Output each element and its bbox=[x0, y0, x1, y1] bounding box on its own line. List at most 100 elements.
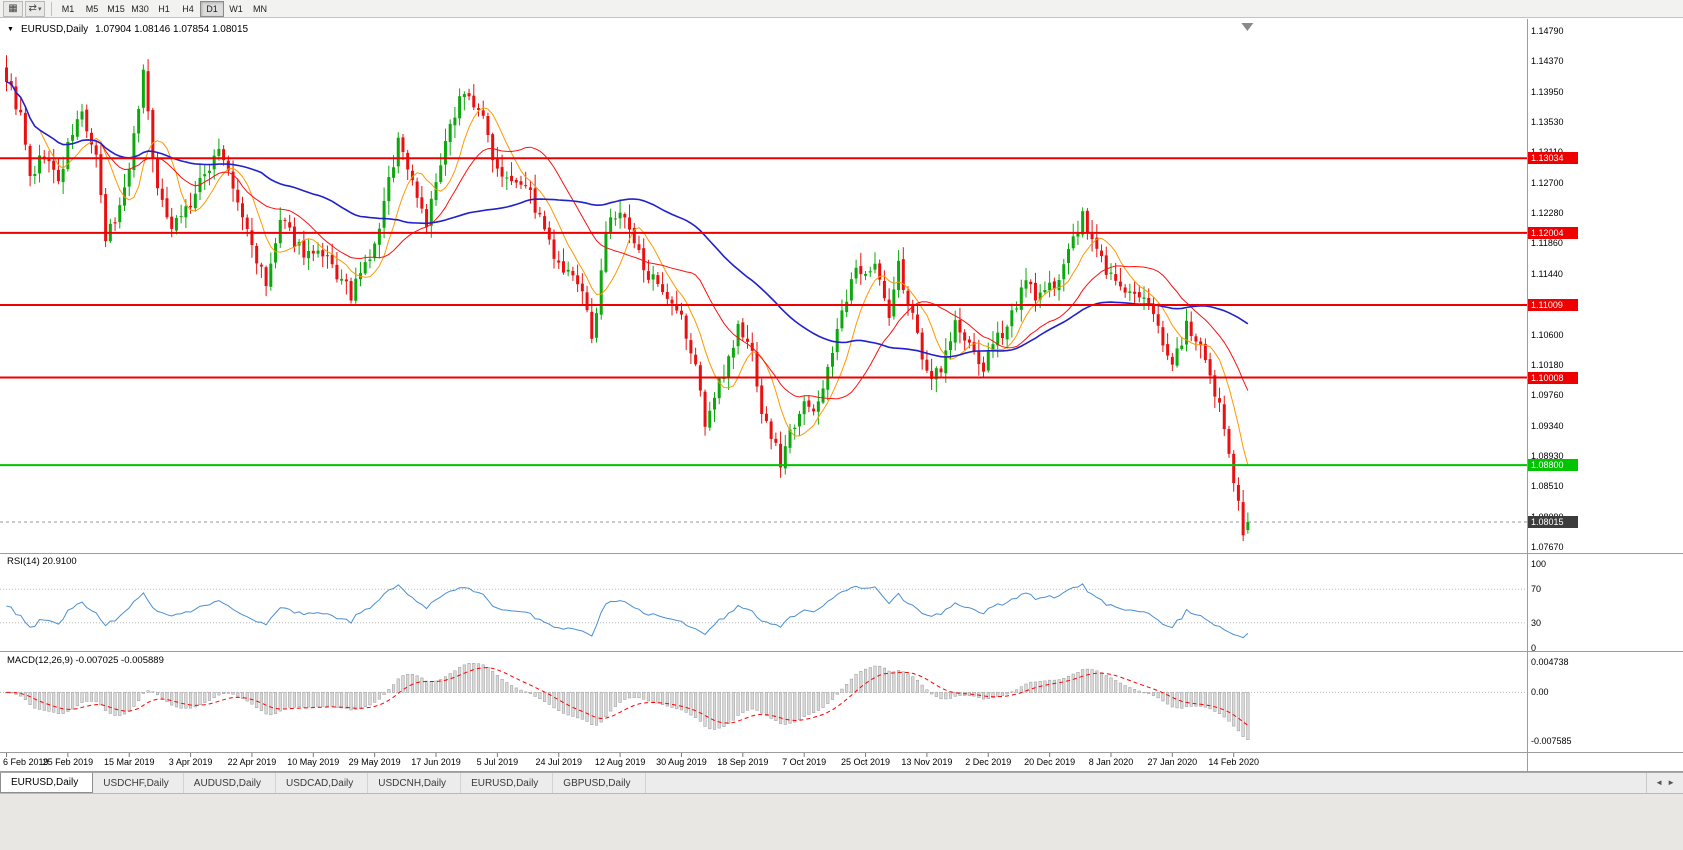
timeframe-button-m1[interactable]: M1 bbox=[61, 3, 75, 14]
timeframe-button-mn[interactable]: MN bbox=[253, 3, 267, 14]
candle-body bbox=[887, 299, 891, 318]
price-axis-label: 1.14790 bbox=[1531, 26, 1564, 36]
chart-tab-6[interactable]: EURUSD,Daily bbox=[461, 773, 554, 793]
timeframe-button-m5[interactable]: M5 bbox=[85, 3, 99, 14]
macd-histogram-bar bbox=[420, 677, 424, 693]
candle-body bbox=[623, 214, 627, 218]
macd-histogram-bar bbox=[774, 692, 778, 721]
candle-body bbox=[769, 421, 773, 439]
macd-histogram-bar bbox=[1066, 676, 1071, 693]
timeframe-button-w1[interactable]: W1 bbox=[229, 3, 243, 14]
macd-histogram-bar bbox=[741, 692, 745, 713]
candle-body bbox=[557, 260, 561, 263]
date-axis-label: 10 May 2019 bbox=[287, 757, 340, 767]
macd-histogram-bar bbox=[802, 692, 806, 717]
candle-body bbox=[911, 305, 915, 313]
candle-body bbox=[1170, 356, 1174, 365]
price-level-tag[interactable]: 1.13034 bbox=[1528, 152, 1578, 165]
macd-histogram-bar bbox=[661, 692, 665, 705]
candle-body bbox=[713, 397, 716, 410]
timeframe-button-h4[interactable]: H4 bbox=[182, 3, 194, 14]
timeframe-button-d1[interactable]: D1 bbox=[200, 0, 224, 17]
macd-histogram-bar bbox=[1194, 692, 1198, 707]
macd-histogram-bar bbox=[623, 692, 627, 700]
candle-body bbox=[481, 110, 485, 116]
macd-histogram-bar bbox=[618, 692, 622, 703]
price-level-tag[interactable]: 1.11009 bbox=[1528, 299, 1578, 312]
chart-tab-7[interactable]: GBPUSD,Daily bbox=[553, 773, 646, 793]
price-level-tag[interactable]: 1.08800 bbox=[1528, 459, 1578, 472]
candle-body bbox=[1015, 308, 1019, 310]
candle-body bbox=[514, 179, 518, 183]
candle-body bbox=[189, 205, 193, 208]
candle-body bbox=[1175, 348, 1179, 366]
macd-histogram-bar bbox=[807, 692, 811, 715]
timeframe-button-m30[interactable]: M30 bbox=[131, 3, 149, 14]
chart-tab-1[interactable]: EURUSD,Daily bbox=[0, 773, 94, 793]
date-axis-label: 3 Apr 2019 bbox=[168, 757, 213, 767]
macd-histogram-bar bbox=[958, 692, 962, 696]
candle-body bbox=[245, 217, 249, 230]
candle-body bbox=[99, 154, 103, 196]
macd-histogram-bar bbox=[1246, 692, 1250, 740]
rsi-line bbox=[6, 583, 1249, 639]
candle-body bbox=[420, 197, 424, 209]
macd-histogram-bar bbox=[1099, 672, 1104, 693]
macd-histogram-bar bbox=[387, 689, 391, 693]
chart-tab-5[interactable]: USDCNH,Daily bbox=[368, 773, 462, 793]
date-axis-label: 15 Mar 2019 bbox=[103, 757, 155, 767]
macd-histogram-bar bbox=[28, 692, 32, 705]
macd-histogram-bar bbox=[1241, 692, 1245, 737]
macd-histogram-bar bbox=[863, 668, 868, 693]
chevron-down-icon[interactable]: ▼ bbox=[7, 26, 14, 33]
candle-body bbox=[684, 315, 688, 339]
candle-body bbox=[1227, 429, 1231, 454]
macd-histogram-bar bbox=[632, 692, 636, 698]
chart-tab-3[interactable]: AUDUSD,Daily bbox=[184, 773, 277, 793]
candle-body bbox=[118, 205, 122, 223]
tab-scroll-left-button[interactable]: ◄ bbox=[1655, 778, 1664, 787]
timeframe-group: M1 M5 M15 M30 H1 H4 D1 W1 MN bbox=[56, 0, 272, 17]
macd-histogram-bar bbox=[33, 692, 37, 709]
macd-histogram-bar bbox=[760, 692, 764, 714]
macd-histogram-bar bbox=[1208, 692, 1212, 710]
candle-body bbox=[1024, 280, 1028, 289]
timeframe-button-m15[interactable]: M15 bbox=[107, 3, 125, 14]
candle-body bbox=[632, 227, 636, 244]
candle-body bbox=[519, 181, 523, 185]
candle-body bbox=[311, 250, 315, 254]
chart-tab-2[interactable]: USDCHF,Daily bbox=[93, 773, 184, 793]
price-level-tag[interactable]: 1.10008 bbox=[1528, 371, 1578, 384]
status-bar bbox=[0, 793, 1683, 850]
macd-histogram-bar bbox=[996, 692, 1000, 697]
macd-histogram-bar bbox=[519, 689, 523, 693]
candle-body bbox=[1185, 320, 1188, 345]
candle-body bbox=[127, 168, 131, 187]
macd-signal-line bbox=[6, 667, 1249, 726]
macd-histogram-bar bbox=[217, 692, 221, 696]
layout-button[interactable]: ⇄ ▾ bbox=[25, 0, 45, 17]
macd-histogram-bar bbox=[788, 692, 792, 724]
price-axis-label: 1.08510 bbox=[1531, 481, 1564, 492]
macd-histogram-bar bbox=[1232, 692, 1236, 727]
price-level-tag[interactable]: 1.12004 bbox=[1528, 226, 1578, 239]
macd-histogram-bar bbox=[250, 692, 254, 705]
candle-body bbox=[94, 145, 98, 155]
candle-body bbox=[1156, 314, 1160, 326]
candle-body bbox=[1085, 210, 1089, 233]
candle-body bbox=[1029, 281, 1033, 285]
candle-body bbox=[1222, 404, 1226, 430]
macd-histogram-bar bbox=[56, 692, 60, 714]
macd-histogram-bar bbox=[887, 670, 891, 693]
macd-histogram-bar bbox=[604, 692, 608, 717]
layout-icon: ⇄ bbox=[28, 3, 37, 14]
chart-tab-4[interactable]: USDCAD,Daily bbox=[276, 773, 369, 793]
macd-histogram-bar bbox=[255, 692, 259, 709]
candle-body bbox=[982, 362, 986, 372]
candle-body bbox=[878, 263, 882, 280]
tab-scroll-right-button[interactable]: ► bbox=[1667, 778, 1675, 787]
macd-histogram-bar bbox=[1019, 686, 1023, 693]
chart-grid-button[interactable]: ▦ bbox=[3, 0, 23, 17]
timeframe-button-h1[interactable]: H1 bbox=[158, 3, 170, 14]
